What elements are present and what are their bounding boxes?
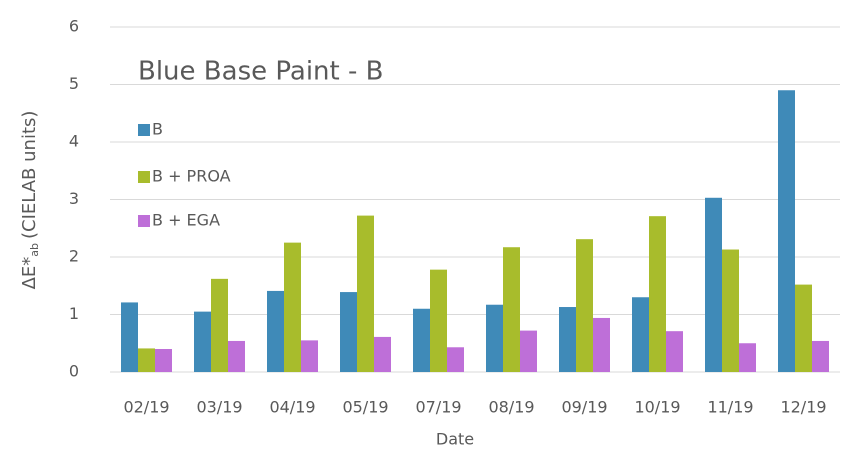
bar [155, 349, 172, 372]
y-tick-label: 3 [69, 189, 79, 208]
bar [778, 90, 795, 372]
x-tick-label: 02/19 [123, 398, 169, 417]
x-tick-label: 10/19 [634, 398, 680, 417]
bar [284, 242, 301, 372]
bar [649, 216, 666, 372]
x-tick-label: 11/19 [707, 398, 753, 417]
x-axis-title: Date [436, 430, 474, 449]
x-tick-label: 12/19 [780, 398, 826, 417]
bar [430, 269, 447, 372]
bar [301, 340, 318, 372]
y-tick-label: 2 [69, 247, 79, 266]
bar [632, 297, 649, 372]
y-tick-label: 0 [69, 362, 79, 381]
y-axis-title-sub: ab [28, 243, 41, 257]
bar [357, 215, 374, 372]
bar [121, 302, 138, 372]
y-tick-label: 1 [69, 304, 79, 323]
bar [447, 347, 464, 372]
legend-label: B + EGA [152, 211, 220, 230]
bar [812, 340, 829, 372]
bar [503, 247, 520, 372]
bar [486, 304, 503, 372]
bar [739, 343, 756, 372]
legend-label: B [152, 120, 163, 139]
bar [666, 331, 683, 372]
y-tick-label: 4 [69, 132, 79, 151]
bar [795, 284, 812, 372]
x-tick-label: 09/19 [561, 398, 607, 417]
x-tick-label: 03/19 [196, 398, 242, 417]
legend-swatch [138, 171, 150, 183]
y-axis-title-main: ΔE* [19, 257, 40, 290]
y-axis-title: ΔE*ab (CIELAB units) [19, 111, 41, 290]
y-axis-title-rest: (CIELAB units) [19, 111, 40, 239]
legend-swatch [138, 124, 150, 136]
x-tick-label: 07/19 [415, 398, 461, 417]
bar [374, 336, 391, 372]
bar [228, 340, 245, 372]
bar [705, 197, 722, 372]
bar [211, 278, 228, 372]
bar [576, 239, 593, 372]
legend-swatch [138, 215, 150, 227]
bar [340, 292, 357, 372]
chart-title: Blue Base Paint - B [138, 57, 383, 87]
bar [138, 348, 155, 372]
x-tick-label: 05/19 [342, 398, 388, 417]
bar [593, 317, 610, 372]
bar [413, 308, 430, 372]
bar [559, 307, 576, 372]
legend-label: B + PROA [152, 167, 231, 186]
x-tick-label: 04/19 [269, 398, 315, 417]
bar [520, 330, 537, 372]
bar [267, 290, 284, 372]
bar [722, 249, 739, 372]
x-tick-label: 08/19 [488, 398, 534, 417]
bar [194, 311, 211, 372]
y-tick-label: 5 [69, 74, 79, 93]
y-tick-label: 6 [69, 17, 79, 36]
